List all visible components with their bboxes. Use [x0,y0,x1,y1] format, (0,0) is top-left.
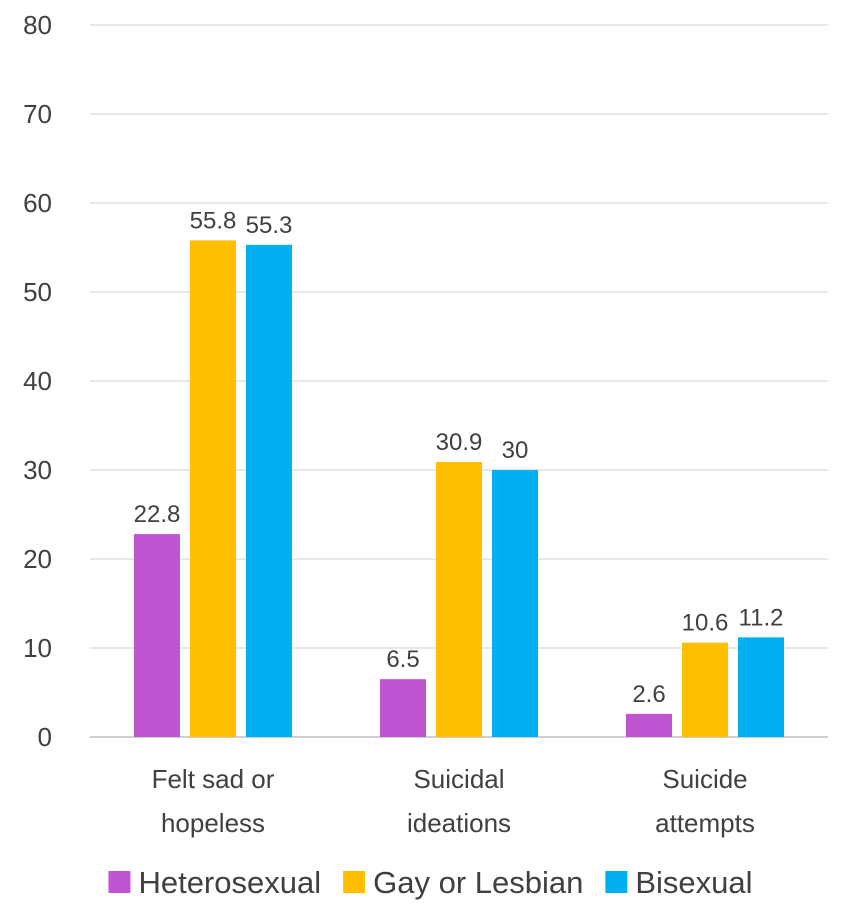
data-label: 6.5 [386,646,419,673]
x-category-label: Suicide [662,764,747,794]
bar [380,679,426,737]
legend-label: Heterosexual [138,865,321,900]
y-tick-label: 70 [23,99,52,129]
bar [246,244,292,737]
bar [190,240,236,737]
y-tick-label: 30 [23,455,52,485]
y-tick-label: 50 [23,277,52,307]
legend-label: Gay or Lesbian [373,865,583,900]
x-axis-categories: Felt sad or hopeless Suicidal ideations Suic… [152,764,755,838]
legend-item: Bisexual [605,865,753,900]
data-label: 22.8 [134,501,181,528]
y-tick-label: 20 [23,544,52,574]
legend-item: Gay or Lesbian [343,865,583,900]
data-label: 2.6 [632,681,665,708]
bar [682,642,728,737]
x-category-label: hopeless [161,808,265,838]
legend-swatch [108,871,131,893]
data-label: 10.6 [682,610,729,637]
y-tick-label: 10 [23,633,52,663]
x-category-label: ideations [407,808,511,838]
data-label: 11.2 [739,604,784,631]
data-label: 30.9 [436,429,483,456]
bars [134,240,784,737]
legend: Heterosexual Gay or Lesbian Bisexual [108,865,753,900]
y-axis-ticks: 0 10 20 30 40 50 60 70 80 [23,10,52,752]
bar [436,461,482,737]
data-label: 30 [502,437,529,464]
data-label: 55.8 [190,207,237,234]
bar [738,637,784,737]
bar [134,534,180,737]
data-label: 55.3 [246,212,293,239]
legend-item: Heterosexual [108,865,321,900]
y-tick-label: 40 [23,366,52,396]
x-category-label: attempts [655,808,755,838]
data-labels: 22.8 55.8 55.3 6.5 30.9 30 2.6 10.6 11.2 [134,207,784,707]
bar [492,470,538,737]
x-category-label: Suicidal [413,764,504,794]
y-tick-label: 0 [38,722,52,752]
x-category-label: Felt sad or [152,764,275,794]
bar [626,713,672,737]
legend-label: Bisexual [635,865,752,900]
y-tick-label: 60 [23,188,52,218]
y-tick-label: 80 [23,10,52,40]
legend-swatch [605,871,628,893]
legend-swatch [343,871,366,893]
